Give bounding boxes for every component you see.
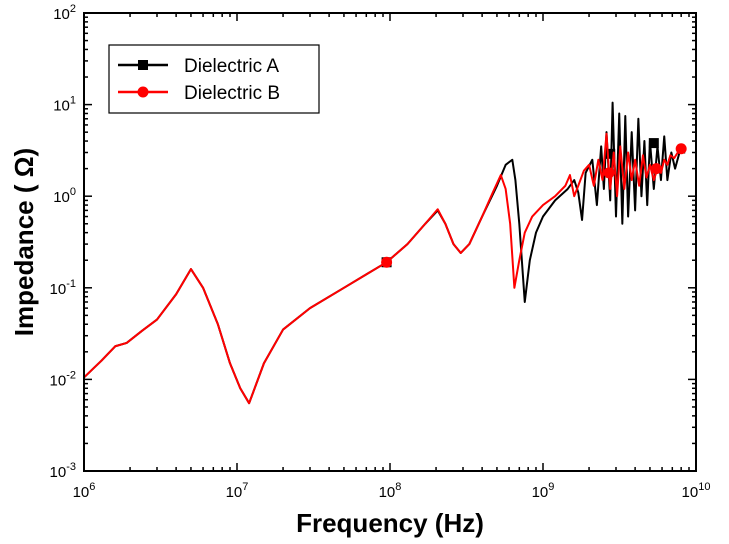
y-tick-label: 100 (53, 186, 76, 206)
legend-label-1: Dielectric B (184, 83, 280, 104)
y-axis-title: Impedance ( Ω) (9, 148, 39, 336)
series-marker (648, 138, 659, 149)
x-tick-label: 108 (379, 481, 402, 501)
y-tick-label: 102 (53, 3, 76, 23)
y-tick-label: 10-2 (50, 369, 76, 389)
x-tick-label: 1010 (682, 481, 711, 501)
x-tick-label: 107 (226, 481, 249, 501)
series-line (84, 132, 682, 405)
legend-box (108, 44, 320, 114)
series-1 (84, 132, 687, 405)
y-tick-label: 10-1 (50, 278, 76, 298)
series-layer (84, 101, 687, 405)
legend-marker-1 (137, 86, 149, 98)
axis-ticks (83, 12, 697, 472)
series-line (84, 101, 686, 405)
x-tick-label: 109 (532, 481, 555, 501)
y-tick-label: 10-3 (50, 461, 76, 481)
series-marker (650, 163, 662, 175)
legend-label-0: Dielectric A (184, 56, 279, 77)
x-tick-label: 106 (73, 481, 96, 501)
series-marker (381, 256, 393, 268)
legend: Dielectric A Dielectric B (108, 44, 320, 114)
series-marker (675, 143, 687, 155)
series-0 (84, 101, 686, 405)
y-tick-label: 101 (53, 95, 76, 115)
series-marker (603, 167, 615, 179)
tick-labels: 106 107 108 109 1010 10-3 10-2 10-1 100 101 102 (50, 3, 711, 501)
series-marker (605, 148, 616, 159)
legend-marker-0 (138, 60, 148, 70)
x-axis-title: Frequency (Hz) (296, 508, 484, 538)
